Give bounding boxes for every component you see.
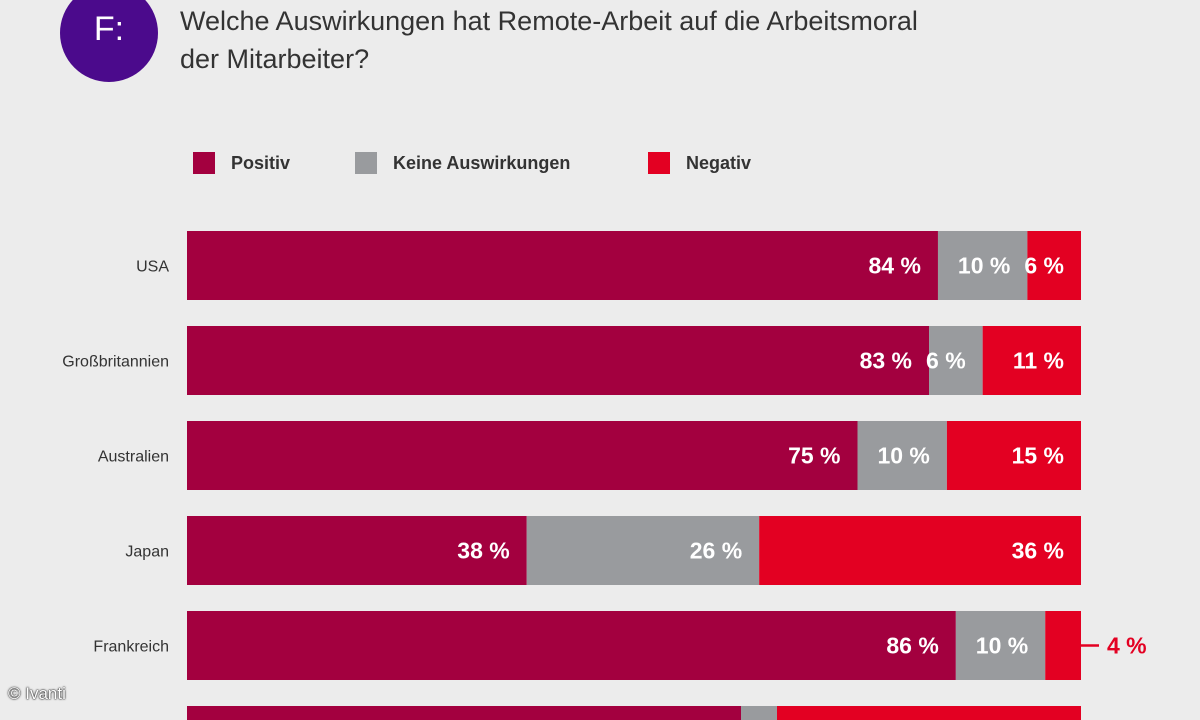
bar-partial-positiv [187, 706, 741, 720]
data-label-keine-auswirkungen-japan: 26 % [690, 538, 742, 564]
bar-partial-keine [741, 706, 777, 720]
category-label-usa: USA [136, 259, 169, 276]
bar-positiv-usa [187, 231, 938, 300]
data-label-keine-auswirkungen-usa: 10 % [958, 253, 1010, 279]
bar-keine-auswirkungen-grossbritannien [929, 326, 983, 395]
legend-swatch-negativ [648, 152, 670, 174]
category-label-japan: Japan [125, 544, 169, 561]
bar-keine-auswirkungen-australien [857, 421, 947, 490]
data-label-negativ-grossbritannien: 11 % [1013, 348, 1064, 374]
data-label-keine-auswirkungen-grossbritannien: 6 % [926, 348, 966, 374]
bar-negativ-grossbritannien [982, 326, 1081, 395]
data-label-negativ-frankreich: 4 % [1107, 633, 1147, 659]
bar-negativ-japan [759, 516, 1081, 585]
legend-swatch-keine-auswirkungen [355, 152, 377, 174]
data-label-positiv-frankreich: 86 % [886, 633, 938, 659]
data-label-positiv-japan: 38 % [457, 538, 509, 564]
legend-label-positiv: Positiv [231, 153, 291, 173]
data-label-positiv-grossbritannien: 83 % [860, 348, 912, 374]
category-label-australien: Australien [98, 449, 169, 466]
bar-positiv-grossbritannien [187, 326, 930, 395]
bar-positiv-japan [187, 516, 527, 585]
data-label-keine-auswirkungen-australien: 10 % [877, 443, 929, 469]
bar-positiv-australien [187, 421, 858, 490]
legend-label-negativ: Negativ [686, 153, 752, 173]
data-label-negativ-japan: 36 % [1012, 538, 1064, 564]
legend-label-keine-auswirkungen: Keine Auswirkungen [393, 153, 571, 173]
category-label-grossbritannien: Großbritannien [62, 354, 169, 371]
bar-keine-auswirkungen-frankreich [955, 611, 1046, 680]
legend-swatch-positiv [193, 152, 215, 174]
data-label-negativ-australien: 15 % [1012, 443, 1064, 469]
category-label-frankreich: Frankreich [93, 639, 169, 656]
chart-question-title: Welche Auswirkungen hat Remote-Arbeit au… [180, 6, 918, 74]
copyright-notice: © Ivanti [8, 684, 66, 703]
bar-keine-auswirkungen-usa [937, 231, 1028, 300]
bar-negativ-australien [946, 421, 1081, 490]
bar-partial-negativ [777, 706, 1081, 720]
data-label-positiv-usa: 84 % [869, 253, 921, 279]
bar-negativ-usa [1027, 231, 1081, 300]
bar-keine-auswirkungen-japan [526, 516, 760, 585]
bar-positiv-frankreich [187, 611, 956, 680]
question-badge: F: [60, 0, 158, 82]
data-label-negativ-usa: 6 % [1024, 253, 1064, 279]
data-label-keine-auswirkungen-frankreich: 10 % [976, 633, 1028, 659]
data-label-positiv-australien: 75 % [788, 443, 840, 469]
